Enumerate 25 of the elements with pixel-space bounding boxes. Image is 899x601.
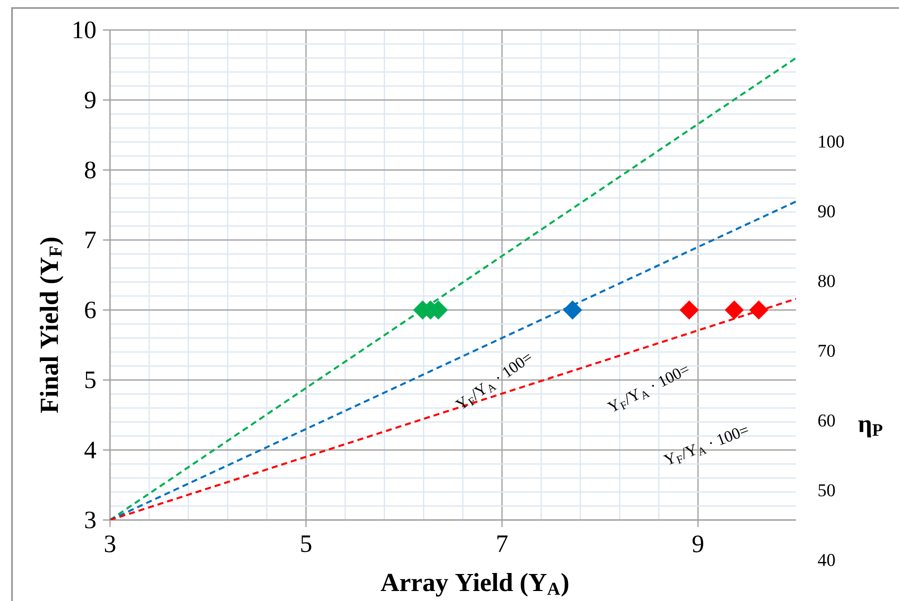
- annotation: Y$_{F}$/Y$_{A}$ · 100=: [454, 354, 532, 409]
- annotation: Y$_{F}$/Y$_{A}$ · 100=: [606, 366, 689, 412]
- y-tick-label: 6: [85, 302, 96, 318]
- y2-tick-label: 60: [818, 414, 835, 427]
- x-tick-label: 5: [301, 536, 312, 552]
- y-tick-label: 7: [86, 232, 96, 248]
- y-tick-label: 8: [84, 162, 96, 178]
- annotation: Y$_{F}$/Y$_{A}$ · 100=: [663, 427, 748, 465]
- y2-tick-label: 50: [818, 484, 835, 496]
- x-tick-label: 9: [692, 536, 704, 552]
- y2-tick-label: 80: [818, 274, 835, 288]
- y-tick-label: 3: [85, 512, 96, 528]
- y-tick-label: 10: [74, 22, 96, 38]
- y-axis-title: Final Yield (Y$_{F}$): [40, 238, 64, 413]
- x-tick-label: 7: [497, 536, 508, 552]
- y2-tick-label: 90: [818, 205, 835, 218]
- x-axis-title: Array Yield (Y$_{A}$): [380, 572, 568, 597]
- y-tick-label: 5: [85, 372, 96, 388]
- y2-tick-label: 70: [818, 344, 835, 357]
- y2-tick-label: 100: [819, 136, 844, 148]
- y-tick-label: 9: [84, 92, 96, 108]
- y2-axis-title: η$_{P}$: [858, 420, 882, 438]
- y-tick-label: 4: [84, 442, 96, 458]
- x-tick-label: 3: [104, 536, 116, 552]
- y2-tick-label: 40: [818, 554, 835, 566]
